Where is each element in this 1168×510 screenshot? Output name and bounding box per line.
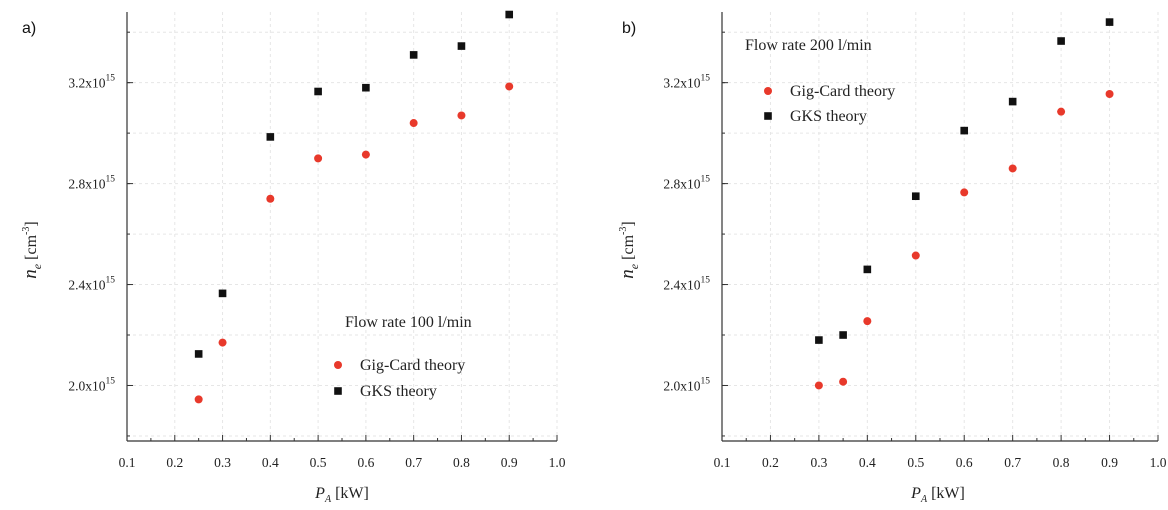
data-point (1008, 164, 1017, 173)
legend-label: GKS theory (790, 108, 867, 125)
x-tick-label: 0.6 (357, 455, 374, 470)
data-point (457, 111, 466, 120)
data-point (815, 336, 823, 344)
data-point (194, 350, 203, 358)
data-point (314, 87, 322, 96)
data-point (361, 150, 370, 159)
data-point (863, 265, 872, 274)
data-point (814, 381, 823, 390)
data-point (1008, 97, 1017, 106)
data-point (266, 133, 275, 141)
x-tick-label: 0.8 (453, 455, 470, 470)
x-tick-label: 0.9 (501, 455, 518, 470)
flow-rate-annotation: Flow rate 200 l/min (745, 37, 872, 54)
data-point (505, 82, 514, 91)
data-point (362, 83, 370, 92)
x-tick-label: 1.0 (1150, 455, 1167, 470)
x-tick-label: 0.9 (1101, 455, 1118, 470)
panel-label: b) (622, 20, 636, 37)
data-point (409, 51, 418, 59)
data-point (960, 188, 969, 197)
legend: Gig-Card theory GKS theory (764, 83, 895, 125)
x-tick-label: 0.3 (214, 455, 231, 470)
data-point (1105, 18, 1114, 26)
data-point (266, 194, 275, 203)
legend-marker (334, 387, 342, 395)
series-gig-card (194, 82, 514, 404)
y-tick-label: 2.8x1015 (68, 175, 115, 192)
y-tick-label: 2.4x1015 (68, 276, 115, 293)
data-point (839, 331, 847, 339)
data-point (839, 377, 848, 386)
x-tick-label: 0.1 (714, 455, 731, 470)
x-tick-label: 0.1 (119, 455, 136, 470)
x-tick-label: 0.5 (310, 455, 327, 470)
y-axis-title: ne [cm-3] (617, 221, 641, 278)
data-point (1105, 90, 1114, 99)
data-point (911, 192, 920, 201)
legend-marker (334, 361, 342, 369)
y-axis-title: ne [cm-3] (20, 221, 44, 278)
x-tick-label: 0.7 (1004, 455, 1021, 470)
x-tick-label: 0.8 (1053, 455, 1070, 470)
x-tick-label: 0.3 (810, 455, 827, 470)
y-tick-label: 3.2x1015 (68, 74, 115, 91)
data-point (911, 251, 920, 260)
legend: Gig-Card theory GKS theory (334, 357, 465, 400)
data-point (314, 154, 323, 163)
y-tick-label: 3.2x1015 (663, 74, 710, 91)
legend-label: Gig-Card theory (360, 357, 465, 374)
y-tick-label: 2.8x1015 (663, 175, 710, 192)
data-point (1057, 37, 1065, 45)
data-point (960, 126, 969, 135)
grid (722, 12, 1159, 441)
data-point (409, 119, 418, 128)
x-axis-title: PA [kW] (314, 485, 369, 505)
y-tick-label: 2.0x1015 (68, 376, 115, 393)
x-tick-label: 0.5 (907, 455, 924, 470)
data-point (1057, 107, 1066, 116)
x-tick-label: 0.4 (859, 455, 876, 470)
grid (127, 12, 558, 441)
y-tick-label: 2.4x1015 (663, 276, 710, 293)
legend-marker (764, 87, 772, 95)
data-point (863, 317, 872, 326)
legend-label: Gig-Card theory (790, 83, 895, 100)
x-tick-label: 0.2 (166, 455, 183, 470)
series-gig-card (814, 90, 1114, 390)
x-axis-title: PA [kW] (910, 485, 965, 505)
x-tick-label: 0.7 (405, 455, 422, 470)
panel-label: a) (22, 20, 36, 37)
data-point (194, 395, 203, 404)
data-point (457, 42, 466, 50)
series-gks (194, 10, 514, 358)
x-tick-label: 0.4 (262, 455, 279, 470)
series-gks (815, 18, 1114, 344)
data-point (505, 10, 514, 19)
chart-panel-a: 0.1 0.2 0.3 0.4 0.5 0.6 0.7 0.8 0.9 1.0 2.0x1015 2.… (20, 10, 566, 505)
data-point (218, 338, 227, 347)
legend-marker (764, 112, 772, 120)
x-tick-label: 1.0 (549, 455, 566, 470)
x-tick-label: 0.2 (762, 455, 779, 470)
chart-panel-b: 0.1 0.2 0.3 0.4 0.5 0.6 0.7 0.8 0.9 1.0 2.0x1015 2.… (617, 12, 1167, 505)
flow-rate-annotation: Flow rate 100 l/min (345, 314, 472, 331)
y-tick-label: 2.0x1015 (663, 376, 710, 393)
x-tick-label: 0.6 (956, 455, 973, 470)
legend-label: GKS theory (360, 383, 437, 400)
data-point (218, 289, 227, 298)
